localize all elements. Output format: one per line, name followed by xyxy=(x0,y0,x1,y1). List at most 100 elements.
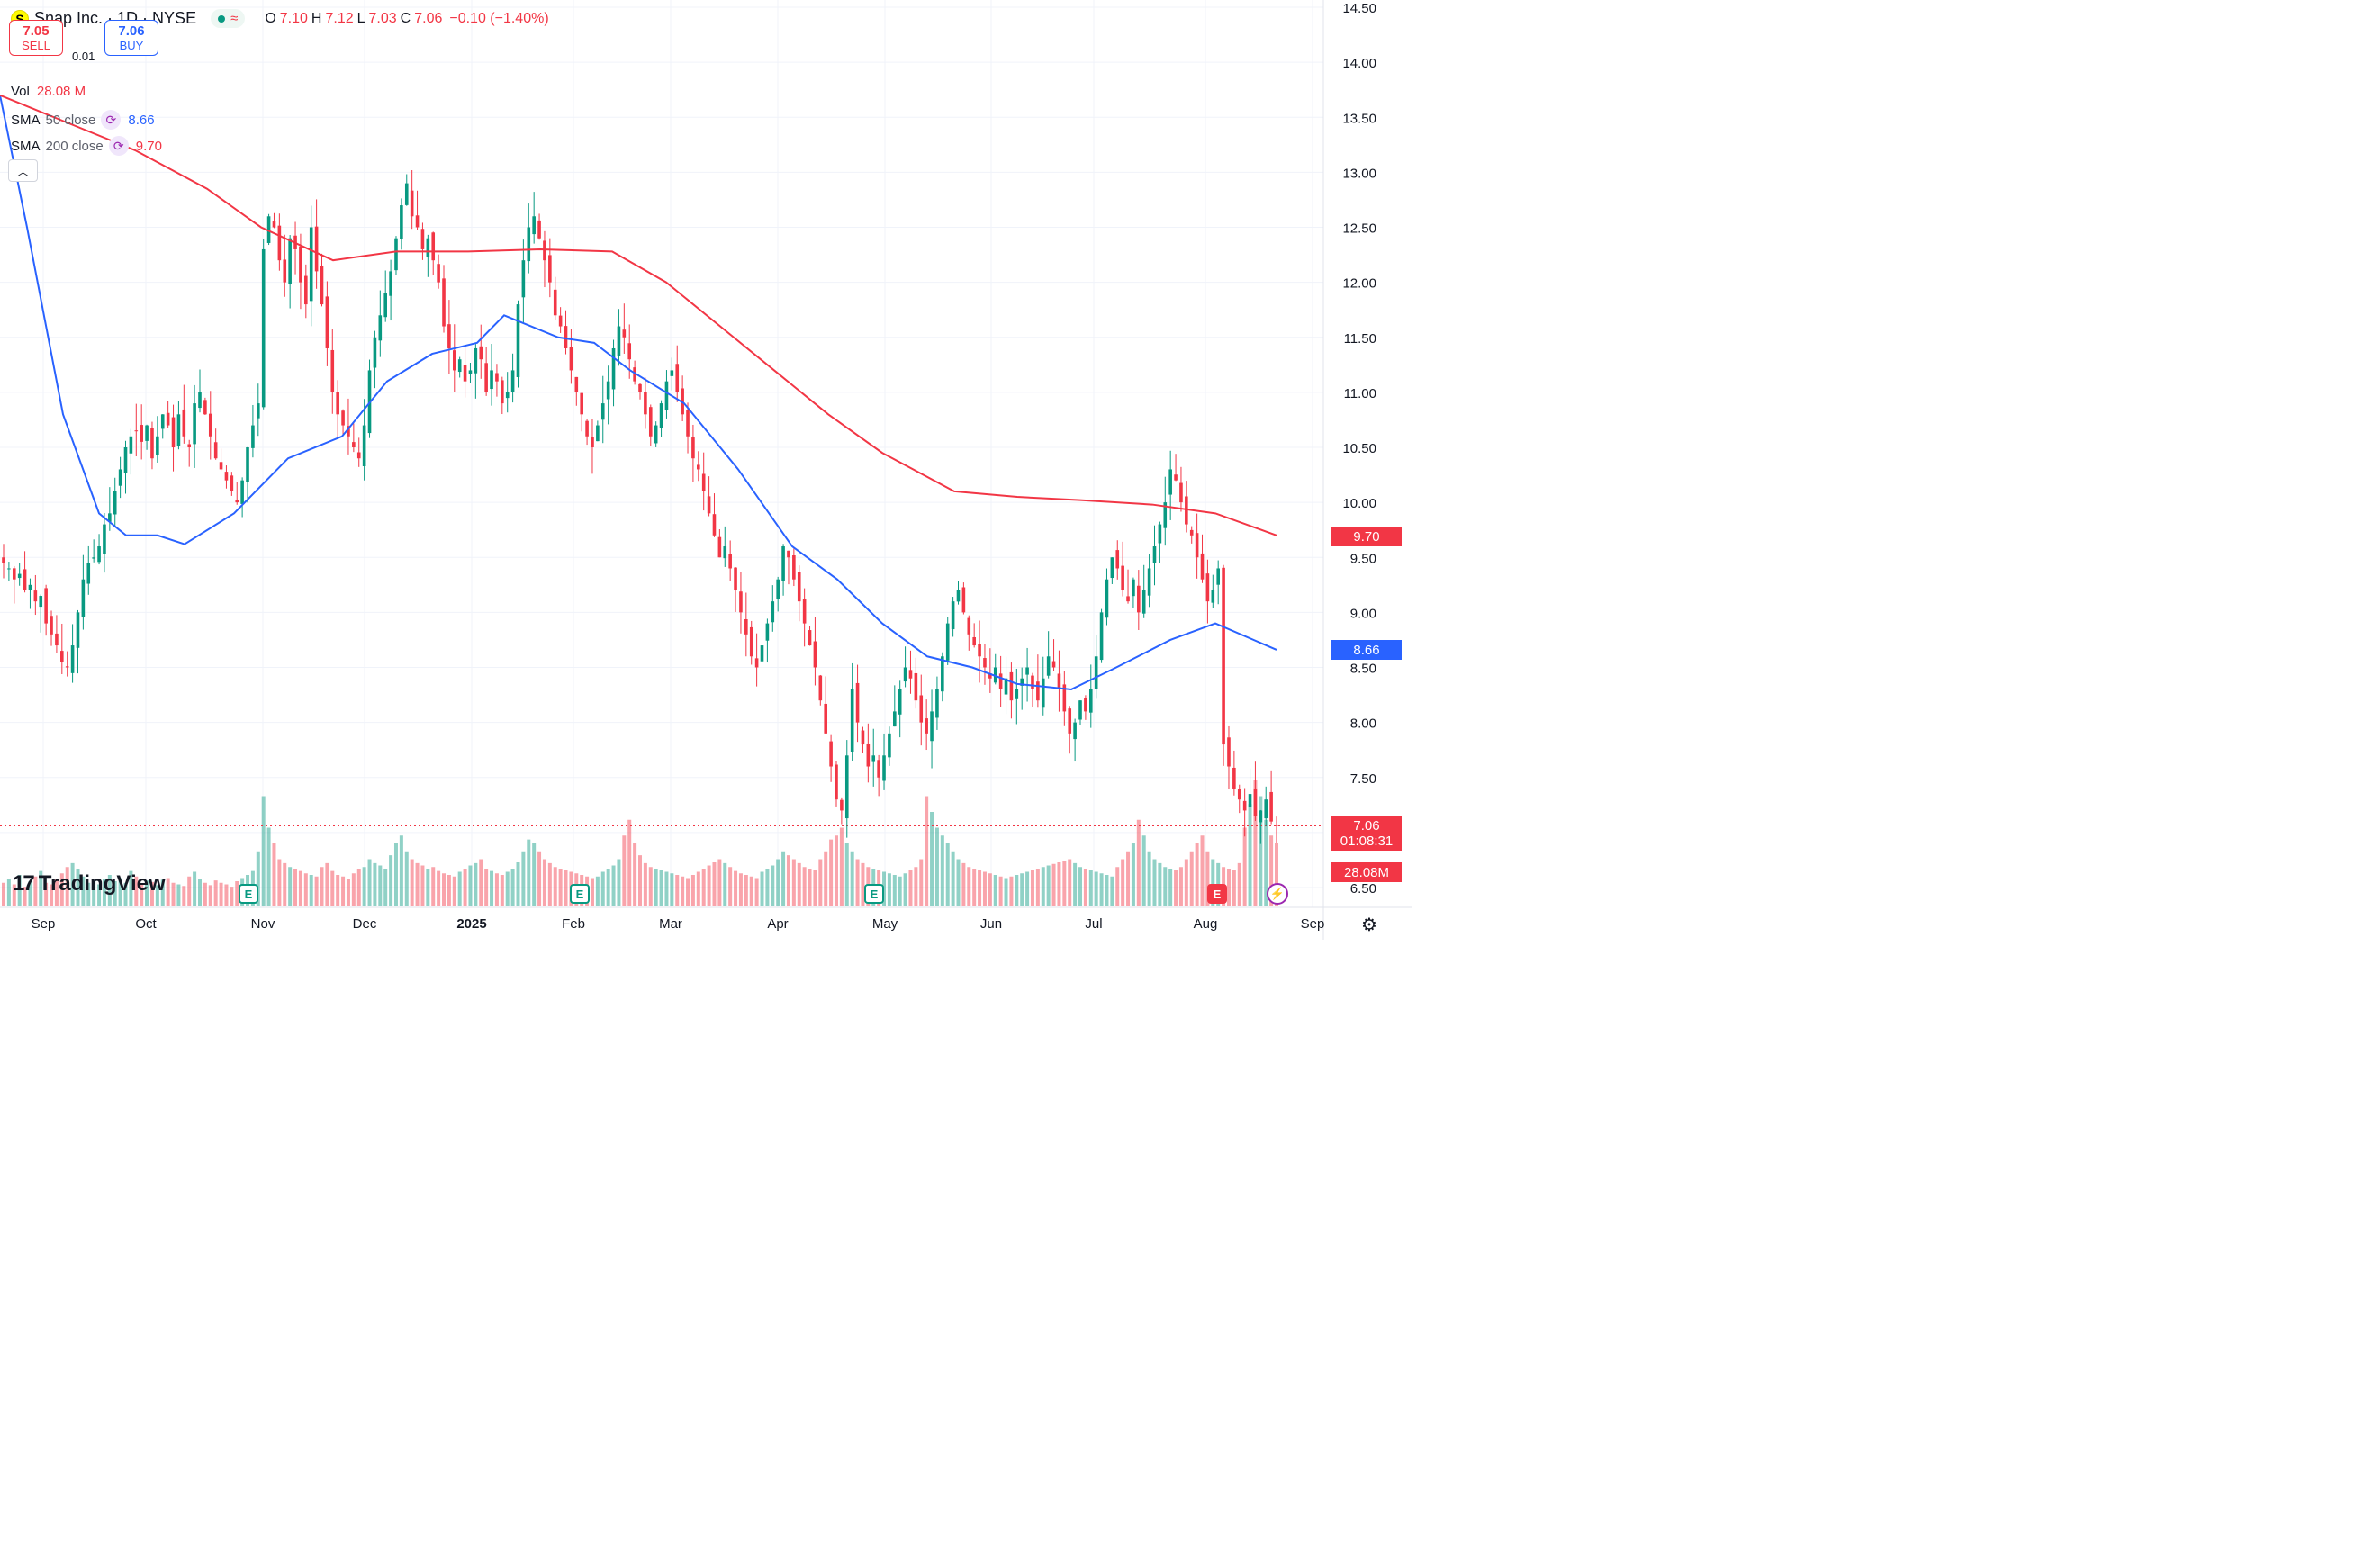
price-axis[interactable]: 14.50 14.00 13.50 13.00 12.50 12.00 11.50 11.00… xyxy=(1322,0,1376,940)
candle-body xyxy=(1158,524,1162,544)
candle-body xyxy=(617,326,621,356)
y-tick-label: 10.00 xyxy=(1342,496,1376,511)
candle-body xyxy=(1088,689,1093,713)
candle-body xyxy=(1046,656,1051,676)
tradingview-logo[interactable]: 17 TradingView xyxy=(13,871,166,897)
lightning-icon[interactable]: ⚡ xyxy=(1267,883,1288,905)
volume-bar xyxy=(1030,870,1034,906)
candle-body xyxy=(654,425,658,444)
candle-body xyxy=(1163,502,1168,528)
refresh-icon[interactable]: ⟳ xyxy=(108,136,129,156)
earnings-marker[interactable]: E xyxy=(570,884,590,904)
volume-bar xyxy=(129,870,133,906)
sell-button[interactable]: 7.05 SELL xyxy=(9,20,63,56)
candle-body xyxy=(521,260,526,298)
volume-bar xyxy=(553,867,557,906)
volume-bar xyxy=(648,867,653,906)
candle-body xyxy=(28,584,32,590)
y-tick-label: 13.00 xyxy=(1342,166,1376,181)
volume-bar xyxy=(967,867,971,906)
volume-bar xyxy=(309,875,313,906)
volume-bar xyxy=(1147,851,1151,906)
candle-body xyxy=(404,183,409,205)
volume-bar xyxy=(659,870,663,906)
earnings-marker[interactable]: E xyxy=(1207,884,1227,904)
x-tick-label: Nov xyxy=(251,916,275,932)
refresh-icon[interactable]: ⟳ xyxy=(101,110,122,130)
volume-bar xyxy=(113,881,117,906)
earnings-marker[interactable]: E xyxy=(239,884,258,904)
volume-bar xyxy=(490,870,494,906)
volume-bar xyxy=(277,859,282,906)
earnings-marker[interactable]: E xyxy=(864,884,884,904)
candle-body xyxy=(574,376,579,392)
ohlc-open: 7.10 xyxy=(279,10,308,26)
y-tick-label: 12.50 xyxy=(1342,221,1376,237)
volume-bar xyxy=(149,881,154,906)
buy-button[interactable]: 7.06 BUY xyxy=(104,20,158,56)
candle-body xyxy=(998,673,1003,689)
indicator-volume[interactable]: Vol 28.08 M xyxy=(11,84,86,99)
volume-bar xyxy=(76,869,80,906)
candle-body xyxy=(123,447,128,473)
candle-body xyxy=(813,641,817,668)
candle-body xyxy=(203,400,207,415)
candle-body xyxy=(855,682,860,723)
volume-bar xyxy=(1068,859,1072,906)
gear-icon[interactable]: ⚙ xyxy=(1361,915,1377,935)
volume-bar xyxy=(442,873,447,906)
volume-bar xyxy=(341,876,346,906)
market-status-pill[interactable]: ≈ xyxy=(211,9,246,28)
candle-body xyxy=(659,403,663,428)
candle-body xyxy=(1179,482,1183,503)
volume-bar xyxy=(140,883,144,906)
volume-bar xyxy=(420,865,425,906)
collapse-legend-button[interactable]: ︿ xyxy=(8,159,38,182)
volume-bar xyxy=(664,871,669,906)
candle-body xyxy=(754,658,759,668)
indicator-volume-name: Vol xyxy=(11,84,30,99)
volume-bar xyxy=(1094,871,1098,906)
volume-bar xyxy=(1168,869,1173,906)
candles xyxy=(2,169,1278,844)
indicator-sma200[interactable]: SMA 200 close ⟳ 9.70 xyxy=(11,136,162,156)
last-price-value: 7.06 xyxy=(1353,818,1380,834)
candle-body xyxy=(903,667,907,682)
price-chart[interactable]: 14.50 14.00 13.50 13.00 12.50 12.00 11.50 11.00… xyxy=(0,0,1412,940)
candle-body xyxy=(193,403,196,445)
volume-bar xyxy=(1232,870,1236,906)
candle-body xyxy=(553,289,557,316)
candle-body xyxy=(134,430,139,432)
volume-bar xyxy=(1178,867,1183,906)
wave-icon: ≈ xyxy=(230,11,239,26)
indicator-sma50[interactable]: SMA 50 close ⟳ 8.66 xyxy=(11,110,155,130)
volume-bar xyxy=(145,880,149,906)
volume-bar xyxy=(33,876,38,906)
indicator-sma50-name: SMA xyxy=(11,112,41,128)
time-axis[interactable]: Sep Oct Nov Dec 2025 Feb Mar Apr May Jun Jul Aug Sep xyxy=(0,906,1412,932)
volume-bar xyxy=(633,843,637,906)
candle-body xyxy=(882,755,886,781)
volume-bar xyxy=(749,876,753,906)
volume-bar xyxy=(224,884,229,906)
volume-bar xyxy=(261,796,266,906)
sell-price: 7.05 xyxy=(23,23,50,39)
candle-body xyxy=(1141,590,1146,614)
volume-bar xyxy=(988,873,992,906)
volume-bar xyxy=(410,859,414,906)
candle-body xyxy=(866,743,871,767)
volume-bar xyxy=(1259,796,1263,906)
candle-body xyxy=(633,367,636,382)
volume-bar xyxy=(44,882,49,906)
candle-body xyxy=(182,409,186,437)
volume-bar xyxy=(367,859,372,906)
candle-body xyxy=(686,410,690,437)
candle-body xyxy=(1227,737,1231,767)
candle-body xyxy=(171,417,176,447)
candle-body xyxy=(972,636,976,646)
volume-bar xyxy=(930,812,934,906)
volume-bar xyxy=(734,870,738,906)
candle-body xyxy=(431,232,436,261)
x-tick-label: Mar xyxy=(659,916,682,932)
volume-bar xyxy=(1078,867,1083,906)
